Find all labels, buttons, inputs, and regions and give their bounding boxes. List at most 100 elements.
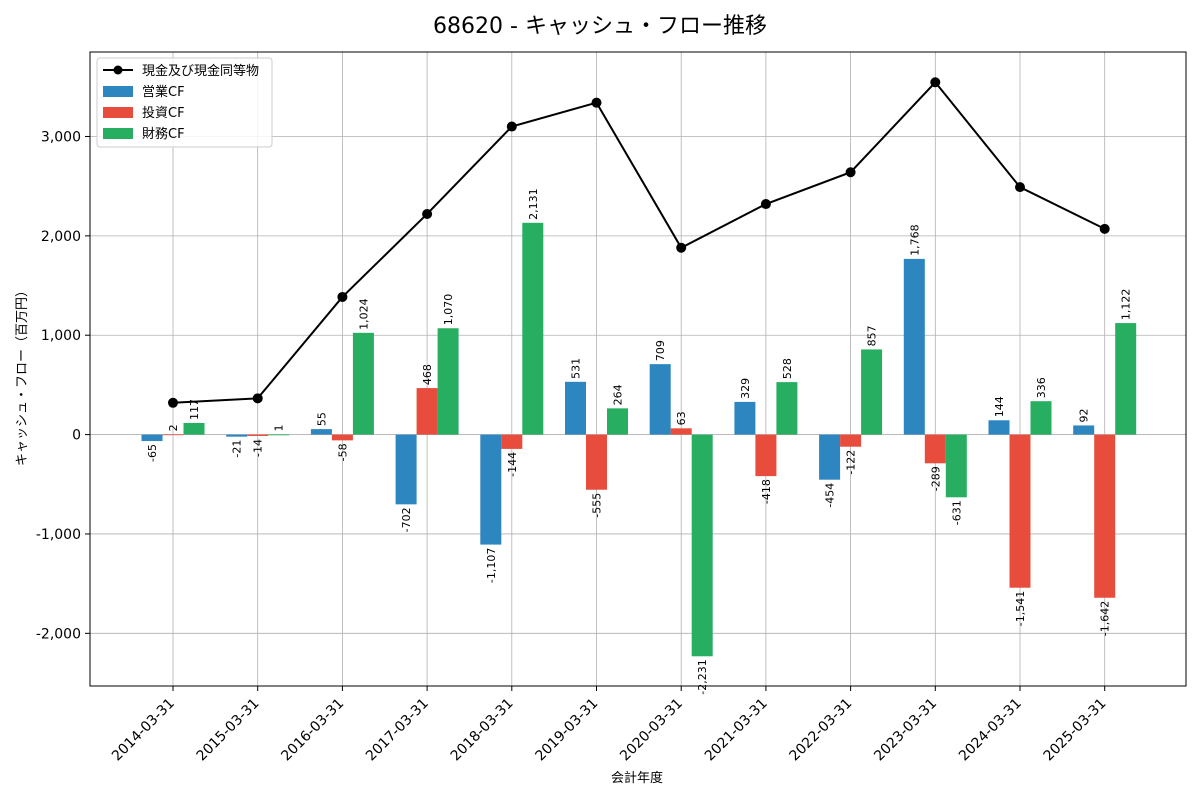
x-tick-label: 2015-03-31 <box>194 696 263 765</box>
data-label: -65 <box>146 444 159 462</box>
data-label: 2,131 <box>527 188 540 220</box>
cash-point-2023-03-31 <box>930 77 941 88</box>
bar-財務CF-2023-03-31 <box>945 434 967 498</box>
bar-営業CF-2019-03-31 <box>565 381 586 435</box>
data-label: 329 <box>739 378 752 399</box>
data-label: -58 <box>336 443 349 461</box>
cash-point-2020-03-31 <box>676 242 687 253</box>
data-label: -702 <box>400 507 413 532</box>
legend-label: 財務CF <box>142 127 185 142</box>
bar-財務CF-2016-03-31 <box>352 332 374 435</box>
bar-営業CF-2021-03-31 <box>734 401 756 435</box>
bar-財務CF-2014-03-31 <box>183 422 205 435</box>
bar-財務CF-2025-03-31 <box>1115 323 1137 435</box>
plot-frame <box>89 51 1187 687</box>
data-label: 709 <box>654 340 667 361</box>
data-label: 1,122 <box>1120 289 1133 321</box>
cash-point-2014-03-31 <box>168 397 178 408</box>
bar-投資CF-2025-03-31 <box>1094 434 1116 598</box>
x-tick-label: 2016-03-31 <box>278 696 347 765</box>
x-tick-label: 2023-03-31 <box>871 696 940 765</box>
data-label: -21 <box>231 440 244 458</box>
data-label: 528 <box>781 358 794 379</box>
cash-point-2015-03-31 <box>252 393 263 404</box>
bar-財務CF-2022-03-31 <box>861 349 883 435</box>
data-labels: -65 -21 55 -702 -1,107 531 709 329 -454 1,768 144 9… <box>146 188 1133 694</box>
x-tick-label: 2021-03-31 <box>702 696 771 765</box>
bar-投資CF-2018-03-31 <box>501 434 523 449</box>
cash-point-2024-03-31 <box>1015 182 1025 193</box>
cash-point-2017-03-31 <box>422 208 433 219</box>
bar-投資CF-2017-03-31 <box>416 388 438 435</box>
x-axis-title: 会計年度 <box>611 770 663 786</box>
legend-box <box>96 57 273 148</box>
data-label: -289 <box>929 466 942 491</box>
data-label: 468 <box>421 364 434 385</box>
data-label: -14 <box>252 439 265 457</box>
bar-営業CF-2024-03-31 <box>988 420 1010 435</box>
data-label: -1,107 <box>485 548 498 583</box>
legend-swatch <box>103 107 133 118</box>
x-tick-label: 2025-03-31 <box>1041 696 1110 765</box>
data-label: 531 <box>570 358 583 379</box>
bar-投資CF-2019-03-31 <box>586 434 607 490</box>
x-tick-label: 2020-03-31 <box>617 696 686 765</box>
bar-財務CF-2019-03-31 <box>607 408 628 435</box>
data-label: 336 <box>1035 377 1048 398</box>
data-label: -1,642 <box>1099 601 1112 636</box>
legend-swatch <box>103 128 133 139</box>
bar-営業CF-2015-03-31 <box>226 434 248 437</box>
cash-point-2016-03-31 <box>337 291 348 302</box>
bar-series <box>141 222 1137 657</box>
data-label: 1 <box>273 424 286 431</box>
legend-marker <box>113 65 123 75</box>
bar-財務CF-2015-03-31 <box>268 434 290 436</box>
data-label: 2 <box>167 424 180 431</box>
bar-投資CF-2015-03-31 <box>247 434 269 436</box>
data-label: 117 <box>188 399 201 420</box>
cash-point-2018-03-31 <box>506 121 517 132</box>
data-label: -631 <box>950 500 963 525</box>
legend-label: 現金及び現金同等物 <box>142 63 259 79</box>
bar-投資CF-2023-03-31 <box>924 434 946 464</box>
y-tick-label: 0 <box>72 428 81 444</box>
y-axis-title: キャッシュ・フロー（百万円） <box>15 284 30 466</box>
chart-title: 68620 - キャッシュ・フロー推移 <box>433 14 767 39</box>
cash-point-2025-03-31 <box>1099 223 1110 234</box>
data-label: -555 <box>591 493 604 518</box>
bar-財務CF-2021-03-31 <box>776 382 798 435</box>
bar-投資CF-2016-03-31 <box>331 434 353 441</box>
data-label: 1,768 <box>908 224 921 256</box>
data-label: 63 <box>675 411 688 425</box>
data-label: 1,070 <box>442 294 455 326</box>
data-label: 55 <box>315 412 328 426</box>
x-tick-label: 2014-03-31 <box>109 696 178 765</box>
bar-営業CF-2016-03-31 <box>310 429 332 435</box>
cash-point-2019-03-31 <box>591 97 602 108</box>
bar-投資CF-2020-03-31 <box>670 428 692 435</box>
bar-営業CF-2022-03-31 <box>819 434 841 480</box>
x-tick-label: 2022-03-31 <box>787 696 856 765</box>
x-tick-label: 2024-03-31 <box>956 696 1025 765</box>
data-label: 1,024 <box>357 298 370 330</box>
data-label: -144 <box>506 452 519 477</box>
legend-label: 投資CF <box>142 105 185 121</box>
cash-line <box>172 80 1106 404</box>
x-tick-label: 2018-03-31 <box>448 696 517 765</box>
legend-label: 営業CF <box>142 84 185 100</box>
bar-営業CF-2017-03-31 <box>395 434 417 505</box>
data-label: -122 <box>845 450 858 475</box>
bar-投資CF-2021-03-31 <box>755 434 777 477</box>
bar-財務CF-2024-03-31 <box>1030 401 1052 435</box>
y-tick-label: -2,000 <box>36 626 81 642</box>
y-tick-label: 2,000 <box>41 229 81 245</box>
bar-営業CF-2023-03-31 <box>903 258 925 435</box>
x-tick-label: 2017-03-31 <box>363 696 432 765</box>
bar-営業CF-2020-03-31 <box>649 364 671 435</box>
data-label: -454 <box>824 483 837 508</box>
legend-swatch <box>103 86 133 97</box>
data-label: -2,231 <box>696 659 709 694</box>
